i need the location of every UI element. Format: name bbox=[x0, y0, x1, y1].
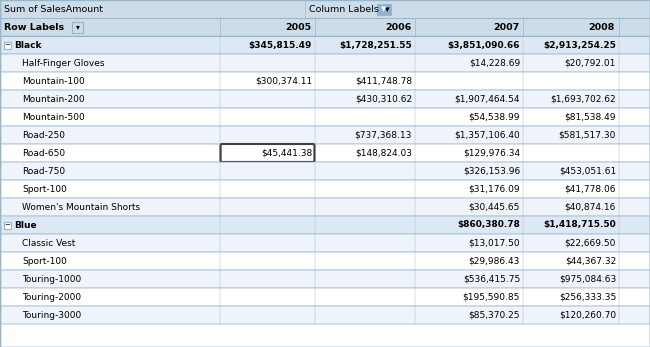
Bar bbox=[0, 72, 650, 90]
Text: Row Labels: Row Labels bbox=[4, 23, 64, 32]
Text: $1,418,715.50: $1,418,715.50 bbox=[543, 220, 616, 229]
Bar bbox=[0, 162, 650, 180]
Text: $13,017.50: $13,017.50 bbox=[469, 238, 520, 247]
Text: $31,176.09: $31,176.09 bbox=[469, 185, 520, 194]
Text: Mountain-200: Mountain-200 bbox=[22, 94, 84, 103]
Text: −: − bbox=[5, 222, 10, 228]
Text: $300,374.11: $300,374.11 bbox=[255, 76, 312, 85]
Text: $81,538.49: $81,538.49 bbox=[564, 112, 616, 121]
Text: $40,874.16: $40,874.16 bbox=[565, 203, 616, 212]
Text: $45,441.38: $45,441.38 bbox=[261, 149, 312, 158]
Text: $44,367.32: $44,367.32 bbox=[565, 256, 616, 265]
Text: $345,815.49: $345,815.49 bbox=[248, 41, 312, 50]
Text: $14,228.69: $14,228.69 bbox=[469, 59, 520, 68]
Bar bbox=[4, 42, 11, 49]
Text: $860,380.78: $860,380.78 bbox=[457, 220, 520, 229]
Bar bbox=[4, 221, 11, 229]
Text: −: − bbox=[5, 42, 10, 48]
Text: 2006: 2006 bbox=[385, 23, 411, 32]
Text: $430,310.62: $430,310.62 bbox=[355, 94, 412, 103]
Bar bbox=[0, 306, 650, 324]
Text: $54,538.99: $54,538.99 bbox=[469, 112, 520, 121]
Text: $975,084.63: $975,084.63 bbox=[559, 274, 616, 283]
Text: 2005: 2005 bbox=[285, 23, 311, 32]
Text: Touring-2000: Touring-2000 bbox=[22, 293, 81, 302]
Bar bbox=[0, 126, 650, 144]
Text: Sport-100: Sport-100 bbox=[22, 185, 67, 194]
Bar bbox=[0, 54, 650, 72]
Bar bbox=[0, 252, 650, 270]
Bar bbox=[0, 18, 650, 36]
Text: Touring-3000: Touring-3000 bbox=[22, 311, 81, 320]
Bar bbox=[0, 234, 650, 252]
Text: $195,590.85: $195,590.85 bbox=[463, 293, 520, 302]
Bar bbox=[377, 3, 391, 15]
Text: $22,669.50: $22,669.50 bbox=[565, 238, 616, 247]
Text: $41,778.06: $41,778.06 bbox=[564, 185, 616, 194]
Text: $1,728,251.55: $1,728,251.55 bbox=[339, 41, 412, 50]
Text: Touring-1000: Touring-1000 bbox=[22, 274, 81, 283]
Bar bbox=[0, 198, 650, 216]
Text: $29,986.43: $29,986.43 bbox=[469, 256, 520, 265]
Text: 2007: 2007 bbox=[493, 23, 519, 32]
Text: $20,792.01: $20,792.01 bbox=[565, 59, 616, 68]
Bar bbox=[0, 216, 650, 234]
Text: $581,517.30: $581,517.30 bbox=[558, 130, 616, 139]
Text: Black: Black bbox=[14, 41, 42, 50]
Text: 2008: 2008 bbox=[589, 23, 615, 32]
Text: Sport-100: Sport-100 bbox=[22, 256, 67, 265]
Text: $2,913,254.25: $2,913,254.25 bbox=[543, 41, 616, 50]
Bar bbox=[0, 90, 650, 108]
Text: $3,851,090.66: $3,851,090.66 bbox=[447, 41, 520, 50]
Bar bbox=[0, 270, 650, 288]
Text: $326,153.96: $326,153.96 bbox=[463, 167, 520, 176]
Text: $1,907,464.54: $1,907,464.54 bbox=[454, 94, 520, 103]
Text: ▾: ▾ bbox=[75, 23, 79, 32]
Bar bbox=[0, 144, 650, 162]
Text: Women's Mountain Shorts: Women's Mountain Shorts bbox=[22, 203, 140, 212]
Bar bbox=[0, 108, 650, 126]
Text: $30,445.65: $30,445.65 bbox=[469, 203, 520, 212]
Bar bbox=[0, 36, 650, 54]
Text: $1,357,106.40: $1,357,106.40 bbox=[454, 130, 520, 139]
Text: $453,051.61: $453,051.61 bbox=[559, 167, 616, 176]
Text: Column Labels  ▾: Column Labels ▾ bbox=[309, 5, 389, 14]
Text: Road-250: Road-250 bbox=[22, 130, 65, 139]
Text: Road-750: Road-750 bbox=[22, 167, 65, 176]
Text: $536,415.75: $536,415.75 bbox=[463, 274, 520, 283]
Text: $411,748.78: $411,748.78 bbox=[355, 76, 412, 85]
Text: $1,693,702.62: $1,693,702.62 bbox=[551, 94, 616, 103]
Text: Half-Finger Gloves: Half-Finger Gloves bbox=[22, 59, 105, 68]
Bar bbox=[0, 288, 650, 306]
Text: $85,370.25: $85,370.25 bbox=[469, 311, 520, 320]
Text: Road-650: Road-650 bbox=[22, 149, 65, 158]
Text: Mountain-500: Mountain-500 bbox=[22, 112, 84, 121]
Text: Sum of SalesAmount: Sum of SalesAmount bbox=[4, 5, 103, 14]
Text: Mountain-100: Mountain-100 bbox=[22, 76, 84, 85]
Text: $737,368.13: $737,368.13 bbox=[355, 130, 412, 139]
Bar bbox=[0, 0, 650, 18]
Text: $256,333.35: $256,333.35 bbox=[559, 293, 616, 302]
Bar bbox=[72, 22, 83, 33]
Text: $148,824.03: $148,824.03 bbox=[355, 149, 412, 158]
Text: ▼: ▼ bbox=[382, 6, 387, 12]
Bar bbox=[0, 180, 650, 198]
Text: $120,260.70: $120,260.70 bbox=[559, 311, 616, 320]
Text: Blue: Blue bbox=[14, 220, 36, 229]
Text: Classic Vest: Classic Vest bbox=[22, 238, 75, 247]
Text: $129,976.34: $129,976.34 bbox=[463, 149, 520, 158]
